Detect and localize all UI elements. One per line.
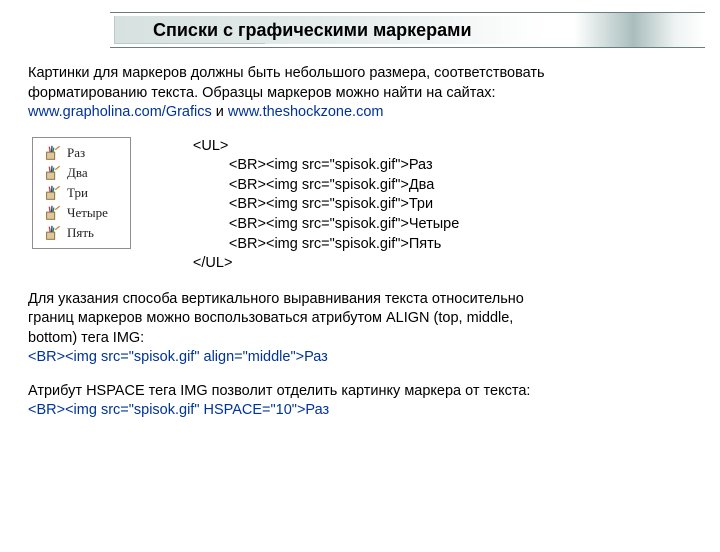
pencil-cup-icon xyxy=(41,184,63,202)
list-item-label: Три xyxy=(67,185,88,201)
code-line: </UL> xyxy=(193,254,692,274)
code-line: <BR><img src="spisok.gif">Раз xyxy=(193,156,692,176)
hspace-line-1: Атрибут HSPACE тега IMG позволит отделит… xyxy=(28,383,530,399)
pencil-cup-icon xyxy=(41,224,63,242)
intro-link-sep: и xyxy=(212,104,228,120)
intro-line-2: форматированию текста. Образцы маркеров … xyxy=(28,85,496,101)
list-item: Раз xyxy=(41,144,108,162)
code-line: <BR><img src="spisok.gif">Три xyxy=(193,195,692,215)
align-line-1: Для указания способа вертикального вырав… xyxy=(28,291,524,307)
align-line-2: границ маркеров можно воспользоваться ат… xyxy=(28,310,513,326)
intro-link-2: www.theshockzone.com xyxy=(228,104,384,120)
list-item-label: Раз xyxy=(67,145,85,161)
intro-paragraph: Картинки для маркеров должны быть неболь… xyxy=(28,64,692,123)
list-item-label: Пять xyxy=(67,225,94,241)
code-line: <UL> xyxy=(193,137,692,157)
align-code: <BR><img src="spisok.gif" align="middle"… xyxy=(28,349,328,365)
pencil-cup-icon xyxy=(41,144,63,162)
code-line: <BR><img src="spisok.gif">Четыре xyxy=(193,215,692,235)
hspace-paragraph: Атрибут HSPACE тега IMG позволит отделит… xyxy=(28,382,692,421)
list-item: Два xyxy=(41,164,108,182)
hspace-code: <BR><img src="spisok.gif" HSPACE="10">Ра… xyxy=(28,402,329,418)
list-item-label: Четыре xyxy=(67,205,108,221)
title-bar-inner: Списки с графическими маркерами xyxy=(114,16,544,44)
content-area: Картинки для маркеров должны быть неболь… xyxy=(0,48,720,421)
example-box: Раз Два Тр xyxy=(32,137,131,249)
intro-line-1: Картинки для маркеров должны быть неболь… xyxy=(28,65,545,81)
align-paragraph: Для указания способа вертикального вырав… xyxy=(28,290,692,368)
list-item: Три xyxy=(41,184,108,202)
code-line: <BR><img src="spisok.gif">Два xyxy=(193,176,692,196)
middle-row: Раз Два Тр xyxy=(28,137,692,274)
pencil-cup-icon xyxy=(41,164,63,182)
pencil-cup-icon xyxy=(41,204,63,222)
align-line-3: bottom) тега IMG: xyxy=(28,330,144,346)
list-item: Пять xyxy=(41,224,108,242)
intro-link-1: www.grapholina.com/Grafics xyxy=(28,104,212,120)
title-bar: Списки с графическими маркерами xyxy=(110,12,705,48)
code-line: <BR><img src="spisok.gif">Пять xyxy=(193,235,692,255)
list-item-label: Два xyxy=(67,165,88,181)
page-title: Списки с графическими маркерами xyxy=(153,20,472,41)
code-block: <UL> <BR><img src="spisok.gif">Раз <BR><… xyxy=(193,137,692,274)
list-item: Четыре xyxy=(41,204,108,222)
